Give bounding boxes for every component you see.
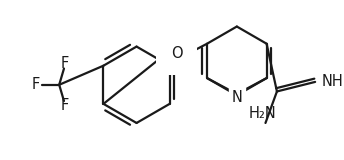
Text: F: F xyxy=(61,56,69,71)
Text: F: F xyxy=(61,98,69,113)
Text: H₂N: H₂N xyxy=(249,106,277,121)
Text: F: F xyxy=(31,77,40,92)
Text: NH: NH xyxy=(322,74,344,89)
Text: N: N xyxy=(232,90,242,105)
Text: O: O xyxy=(171,46,182,61)
